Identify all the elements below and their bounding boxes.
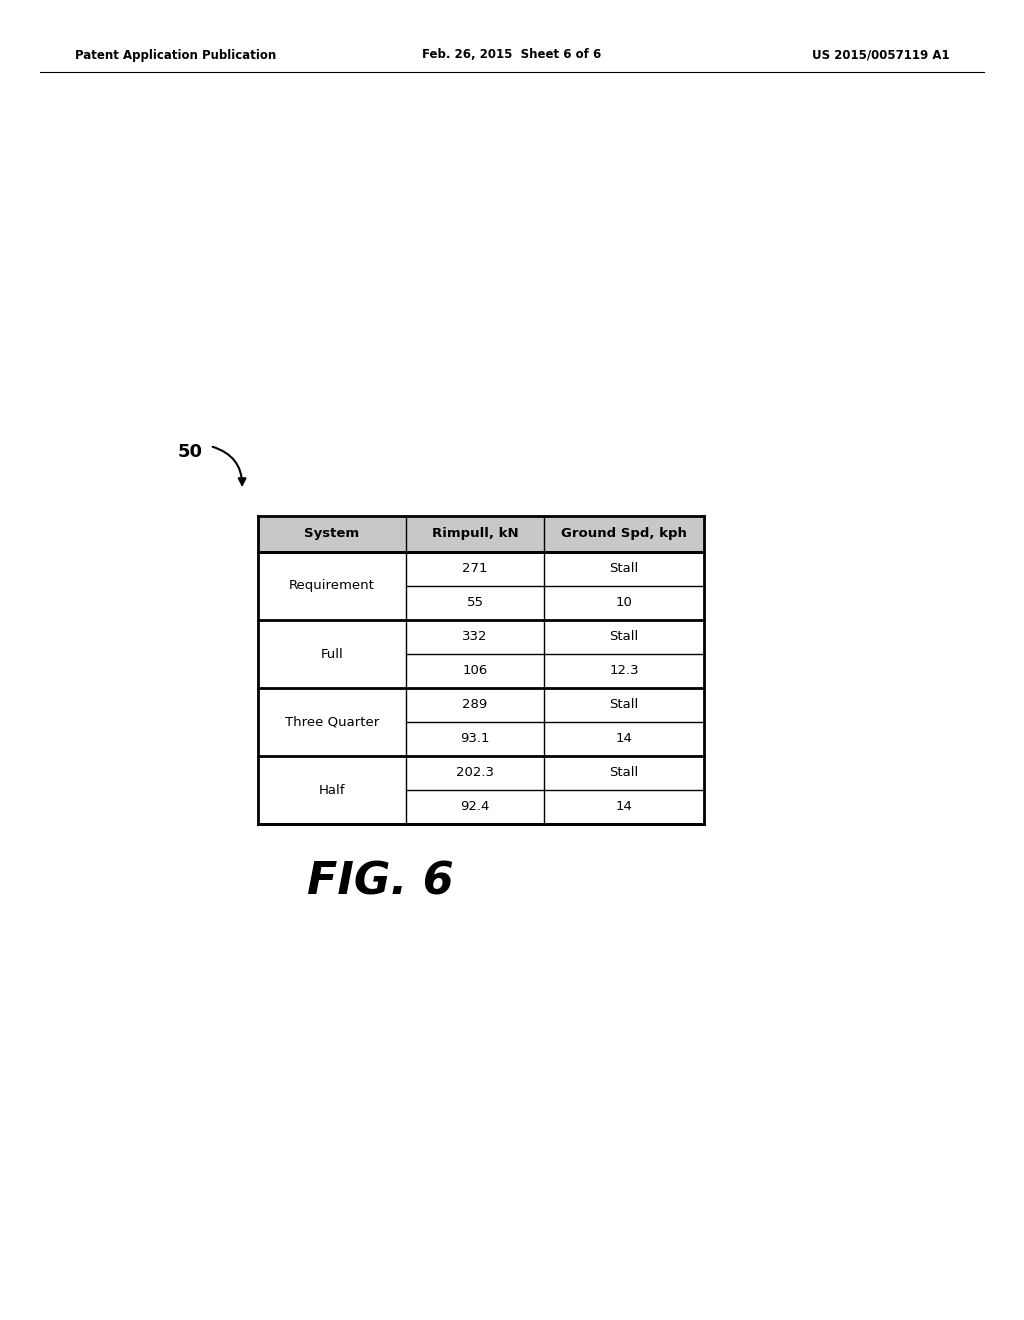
Text: 332: 332	[462, 631, 487, 644]
Bar	[258, 722, 705, 756]
Text: 271: 271	[462, 562, 487, 576]
Text: Stall: Stall	[609, 698, 639, 711]
Text: Stall: Stall	[609, 562, 639, 576]
Text: System: System	[304, 528, 359, 540]
Text: Rimpull, kN: Rimpull, kN	[432, 528, 518, 540]
Text: FIG. 6: FIG. 6	[306, 861, 454, 903]
Text: 289: 289	[463, 698, 487, 711]
Bar	[258, 653, 705, 688]
Bar	[258, 516, 705, 552]
Text: 10: 10	[615, 597, 633, 610]
Bar	[258, 688, 705, 722]
Text: 14: 14	[615, 800, 633, 813]
Text: Requirement: Requirement	[289, 579, 375, 593]
Text: 202.3: 202.3	[456, 767, 494, 780]
Text: US 2015/0057119 A1: US 2015/0057119 A1	[812, 49, 950, 62]
Text: Stall: Stall	[609, 631, 639, 644]
Bar	[258, 552, 705, 586]
Text: Ground Spd, kph: Ground Spd, kph	[561, 528, 687, 540]
Bar	[258, 756, 705, 789]
Text: 93.1: 93.1	[460, 733, 489, 746]
Text: Three Quarter: Three Quarter	[285, 715, 379, 729]
Text: 55: 55	[467, 597, 483, 610]
Text: Patent Application Publication: Patent Application Publication	[75, 49, 276, 62]
Text: Feb. 26, 2015  Sheet 6 of 6: Feb. 26, 2015 Sheet 6 of 6	[422, 49, 602, 62]
Bar	[258, 586, 705, 620]
Text: Half: Half	[318, 784, 345, 796]
Text: Full: Full	[321, 648, 343, 660]
Bar	[258, 620, 705, 653]
Text: Stall: Stall	[609, 767, 639, 780]
Text: 50: 50	[178, 444, 203, 461]
Bar	[258, 789, 705, 824]
Text: 106: 106	[463, 664, 487, 677]
Text: 12.3: 12.3	[609, 664, 639, 677]
Text: 92.4: 92.4	[461, 800, 489, 813]
Text: 14: 14	[615, 733, 633, 746]
